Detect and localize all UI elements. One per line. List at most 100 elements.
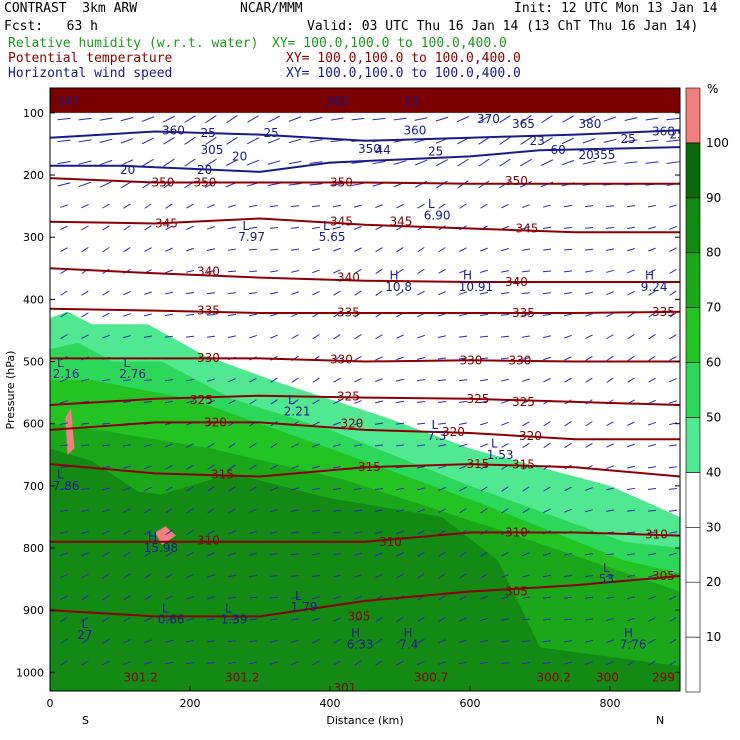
wind-vector: [291, 399, 299, 405]
wind-vector: [144, 443, 152, 447]
extremum-value: 53: [599, 572, 614, 586]
wind-vector: [143, 400, 153, 403]
wind-vector: [123, 530, 131, 535]
wind-vector: [500, 335, 510, 338]
rh-region-90: [316, 504, 414, 549]
wind-vector: [374, 509, 384, 512]
wind-vector: [206, 292, 216, 295]
wind-vector: [372, 160, 386, 165]
upper-label: 25: [264, 126, 279, 140]
wind-vector: [332, 509, 342, 512]
wind-vector: [144, 291, 152, 295]
wind-vector: [99, 181, 113, 188]
wind-vector: [354, 268, 362, 274]
wind-vector: [309, 183, 323, 186]
wind-vector: [269, 596, 279, 599]
wind-vector: [332, 465, 342, 469]
wind-vector: [396, 290, 404, 296]
wind-vector: [206, 618, 216, 621]
wind-vector: [437, 422, 447, 425]
wind-vector: [144, 203, 152, 209]
wind-vector: [543, 421, 551, 427]
x-tick-label: 600: [460, 697, 481, 710]
wind-vector: [564, 442, 572, 449]
isentrope-305: [50, 575, 680, 618]
wind-vector: [81, 595, 89, 601]
isentrope-label: 335: [652, 305, 675, 319]
wind-vector: [267, 182, 281, 187]
wind-vector: [627, 334, 635, 340]
wind-vector: [479, 661, 489, 665]
upper-label: 365: [512, 117, 535, 131]
wind-vector: [60, 573, 68, 579]
wind-vector: [290, 618, 300, 621]
wind-vector: [626, 574, 636, 578]
wind-vector: [479, 291, 489, 295]
extremum-marker: L: [82, 617, 89, 631]
wind-vector: [312, 421, 320, 426]
wind-vector: [60, 247, 68, 253]
wind-vector: [248, 226, 258, 229]
wind-vector: [185, 292, 195, 295]
wind-vector: [207, 530, 215, 535]
isentrope-label: 350: [505, 174, 528, 188]
extremum-value: 6.33: [347, 637, 374, 651]
upper-label: 60: [551, 143, 566, 157]
wind-vector: [227, 226, 237, 230]
wind-vector: [123, 661, 131, 665]
wind-vector: [60, 225, 68, 230]
upper-label: 305: [201, 143, 224, 157]
wind-vector: [647, 488, 657, 490]
y-tick-label: 100: [23, 107, 44, 120]
wind-vector: [227, 661, 237, 665]
wind-vector: [500, 270, 510, 273]
wind-vector: [393, 160, 407, 165]
wind-vector: [165, 486, 173, 492]
wind-vector: [165, 225, 173, 231]
wind-vector: [207, 486, 215, 492]
wind-vector: [144, 508, 152, 514]
wind-vector: [291, 334, 299, 340]
wind-vector: [354, 355, 362, 361]
wind-vector: [311, 574, 321, 578]
isentrope-label: 315: [467, 457, 490, 471]
wind-vector: [520, 158, 532, 167]
wind-vector: [123, 335, 131, 339]
surface-label: 300: [596, 670, 619, 684]
wind-vector: [375, 378, 383, 382]
wind-vector: [60, 312, 68, 318]
wind-vector: [603, 138, 617, 143]
wind-vector: [165, 269, 173, 274]
wind-vector: [309, 139, 323, 143]
wind-vector: [122, 444, 132, 447]
wind-vector: [459, 291, 467, 295]
wind-vector: [479, 335, 489, 338]
rh-region-100: [50, 88, 680, 113]
colorbar-swatch: [685, 197, 701, 254]
wind-vector: [102, 573, 110, 579]
wind-vector: [669, 225, 677, 230]
wind-vector: [375, 552, 383, 557]
isentrope-label: 310: [379, 535, 402, 549]
wind-vector: [669, 204, 677, 208]
wind-vector: [605, 509, 615, 512]
wind-vector: [438, 465, 446, 469]
wind-vector: [226, 136, 238, 145]
wind-vector: [270, 442, 278, 448]
wind-vector: [57, 139, 71, 143]
upper-label: 350: [358, 142, 381, 156]
wind-vector: [438, 247, 446, 253]
isentrope-label: 345: [516, 221, 539, 235]
wind-vector: [81, 378, 89, 382]
wind-vector: [563, 553, 573, 556]
wind-vector: [102, 530, 110, 535]
wind-vector: [543, 508, 551, 513]
wind-vector: [207, 378, 215, 382]
wind-vector: [438, 573, 446, 579]
wind-vector: [269, 575, 279, 577]
wind-vector: [605, 575, 615, 577]
wind-vector: [249, 334, 257, 339]
wind-vector: [333, 660, 341, 666]
wind-vector: [144, 573, 152, 579]
